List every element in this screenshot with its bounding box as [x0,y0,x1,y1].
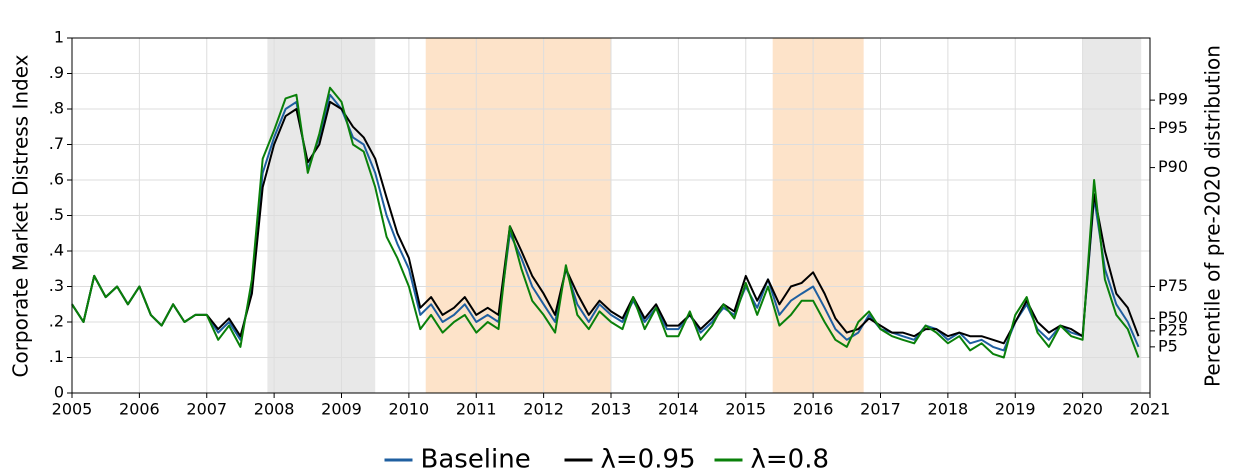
plot-frame [71,37,1151,394]
x-tick-label: 2016 [793,400,834,419]
x-tick-label: 2010 [389,400,430,419]
y-tick-label: .2 [49,312,64,331]
x-tick-label: 2009 [321,400,362,419]
series-line [71,86,1140,359]
x-tick-label: 2013 [591,400,632,419]
y-tick-label: .1 [49,347,64,366]
x-tick-label: 2021 [1130,400,1171,419]
y-tick-label: .6 [49,170,64,189]
y-tick-label: 1 [54,28,64,47]
legend-label: λ=0.95 [601,445,696,475]
y2-tick-label: P75 [1158,276,1188,295]
y2-tick-label: P50 [1158,308,1188,327]
series-line [71,100,1140,345]
y-tick-label: .3 [49,276,64,295]
x-tick-label: 2007 [186,400,227,419]
x-tick-label: 2018 [928,400,969,419]
legend-label: Baseline [421,445,531,475]
y-tick-label: .9 [49,63,64,82]
y-axis-label: Corporate Market Distress Index [9,54,33,377]
x-tick-label: 2008 [254,400,295,419]
x-tick-label: 2015 [725,400,766,419]
y-tick-label: 0 [54,383,64,402]
x-tick-label: 2020 [1062,400,1103,419]
y2-tick-label: P25 [1158,320,1188,339]
y-tick-label: .7 [49,134,64,153]
x-tick-label: 2011 [456,400,497,419]
x-tick-label: 2006 [119,400,160,419]
x-tick-label: 2014 [658,400,699,419]
y2-tick-label: P99 [1158,90,1188,109]
y2-tick-label: P95 [1158,118,1188,137]
x-tick-label: 2012 [523,400,564,419]
y-tick-label: .8 [49,99,64,118]
x-tick-label: 2017 [860,400,901,419]
legend-label: λ=0.8 [751,445,830,475]
y2-axis-label: Percentile of pre-2020 distribution [1201,45,1225,387]
y-tick-label: .5 [49,205,64,224]
y-tick-label: .4 [49,241,64,260]
y2-tick-label: P5 [1158,336,1178,355]
x-tick-label: 2005 [52,400,93,419]
y2-tick-label: P90 [1158,157,1188,176]
x-tick-label: 2019 [995,400,1036,419]
